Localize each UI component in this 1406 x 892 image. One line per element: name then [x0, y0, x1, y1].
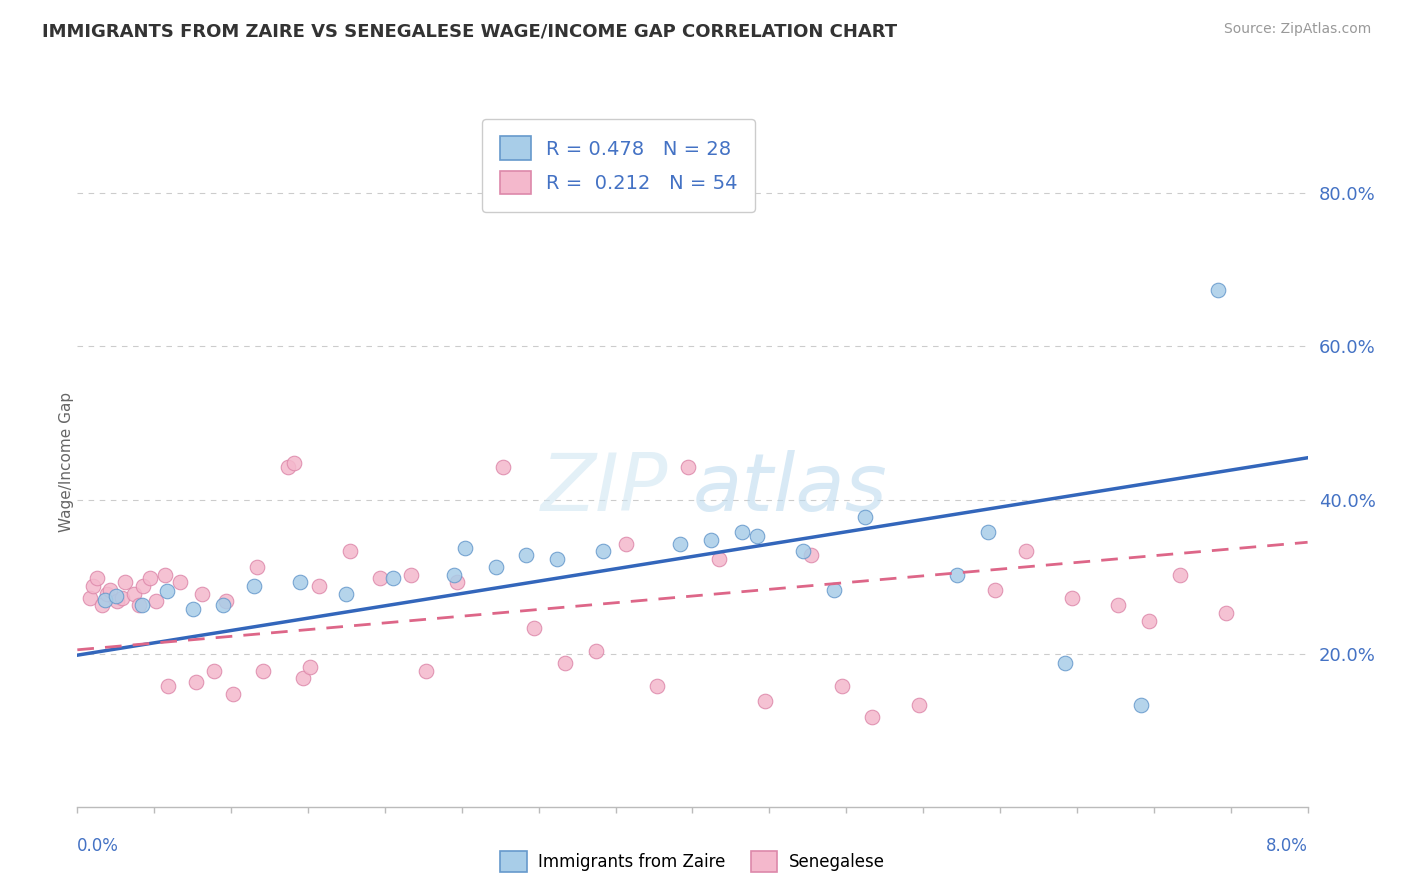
Point — [184, 675, 207, 690]
Point — [122, 587, 145, 601]
Point — [79, 591, 101, 605]
Point — [1107, 599, 1129, 613]
Text: atlas: atlas — [693, 450, 887, 528]
Point — [131, 599, 153, 613]
Point — [614, 537, 637, 551]
Point — [731, 525, 754, 540]
Point — [523, 621, 546, 635]
Point — [485, 559, 508, 574]
Point — [669, 537, 692, 551]
Point — [984, 582, 1007, 597]
Point — [202, 664, 225, 678]
Point — [1215, 606, 1237, 620]
Point — [94, 592, 117, 607]
Point — [1168, 567, 1191, 582]
Point — [283, 456, 305, 470]
Text: IMMIGRANTS FROM ZAIRE VS SENEGALESE WAGE/INCOME GAP CORRELATION CHART: IMMIGRANTS FROM ZAIRE VS SENEGALESE WAGE… — [42, 22, 897, 40]
Point — [157, 679, 180, 693]
Point — [96, 587, 118, 601]
Point — [292, 671, 315, 685]
Point — [792, 544, 814, 558]
Point — [977, 525, 1000, 540]
Point — [676, 460, 699, 475]
Point — [546, 552, 568, 566]
Point — [212, 599, 235, 613]
Point — [515, 549, 537, 563]
Point — [252, 664, 274, 678]
Point — [823, 582, 845, 597]
Legend: Immigrants from Zaire, Senegalese: Immigrants from Zaire, Senegalese — [494, 845, 891, 879]
Point — [860, 709, 883, 723]
Point — [128, 599, 150, 613]
Point — [277, 460, 299, 475]
Text: 0.0%: 0.0% — [77, 837, 120, 855]
Point — [138, 571, 160, 585]
Point — [1053, 656, 1076, 670]
Point — [443, 567, 465, 582]
Point — [155, 583, 177, 598]
Point — [335, 587, 357, 601]
Point — [745, 529, 768, 543]
Point — [104, 589, 127, 603]
Point — [145, 594, 167, 608]
Point — [554, 656, 576, 670]
Text: 8.0%: 8.0% — [1265, 837, 1308, 855]
Point — [446, 575, 468, 590]
Point — [454, 541, 477, 555]
Point — [105, 594, 128, 608]
Point — [946, 567, 969, 582]
Point — [132, 579, 155, 593]
Point — [221, 687, 243, 701]
Point — [111, 591, 134, 605]
Point — [243, 579, 266, 593]
Point — [290, 575, 312, 590]
Point — [585, 644, 607, 658]
Point — [169, 575, 191, 590]
Point — [399, 567, 422, 582]
Point — [381, 571, 404, 585]
Point — [298, 659, 321, 673]
Y-axis label: Wage/Income Gap: Wage/Income Gap — [59, 392, 73, 532]
Point — [1137, 614, 1160, 628]
Point — [853, 510, 876, 524]
Point — [1062, 591, 1084, 605]
Point — [1015, 544, 1038, 558]
Point — [492, 460, 515, 475]
Point — [181, 602, 204, 616]
Point — [754, 694, 776, 708]
Text: ZIP: ZIP — [540, 450, 668, 528]
Point — [645, 679, 668, 693]
Point — [368, 571, 391, 585]
Point — [246, 559, 269, 574]
Point — [1130, 698, 1153, 712]
Point — [592, 544, 614, 558]
Point — [308, 579, 330, 593]
Point — [153, 567, 176, 582]
Point — [82, 579, 104, 593]
Point — [86, 571, 108, 585]
Point — [415, 664, 437, 678]
Point — [114, 575, 136, 590]
Point — [707, 552, 730, 566]
Point — [700, 533, 723, 547]
Point — [907, 698, 929, 712]
Point — [98, 582, 121, 597]
Text: Source: ZipAtlas.com: Source: ZipAtlas.com — [1223, 22, 1371, 37]
Point — [831, 679, 853, 693]
Point — [800, 549, 823, 563]
Point — [90, 599, 114, 613]
Point — [1208, 283, 1230, 297]
Point — [191, 587, 214, 601]
Point — [339, 544, 361, 558]
Point — [215, 594, 238, 608]
